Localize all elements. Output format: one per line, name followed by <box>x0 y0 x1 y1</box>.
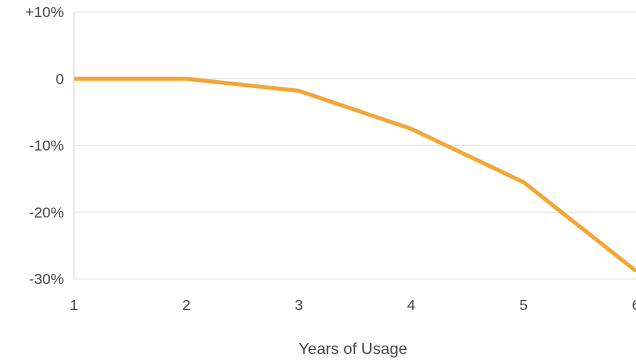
gridlines <box>74 11 636 280</box>
y-tick-label: 0 <box>56 71 64 88</box>
x-tick-label: 5 <box>519 297 527 314</box>
y-tick-label: -20% <box>29 204 64 221</box>
x-tick-labels: 1 2 3 4 5 6 <box>70 297 636 314</box>
x-tick-label: 6 <box>632 297 636 314</box>
y-tick-label: -10% <box>29 138 64 155</box>
y-tick-labels: +10% 0 -10% -20% -30% <box>25 4 64 288</box>
x-tick-label: 4 <box>407 297 415 314</box>
series-lines <box>74 76 636 273</box>
x-tick-label: 1 <box>70 297 78 314</box>
x-tick-label: 3 <box>295 297 303 314</box>
y-tick-label: +10% <box>25 4 64 21</box>
x-tick-label: 2 <box>182 297 190 314</box>
y-tick-label: -30% <box>29 271 64 288</box>
series-line-0 <box>74 76 636 273</box>
x-axis-title: Years of Usage <box>299 341 408 358</box>
